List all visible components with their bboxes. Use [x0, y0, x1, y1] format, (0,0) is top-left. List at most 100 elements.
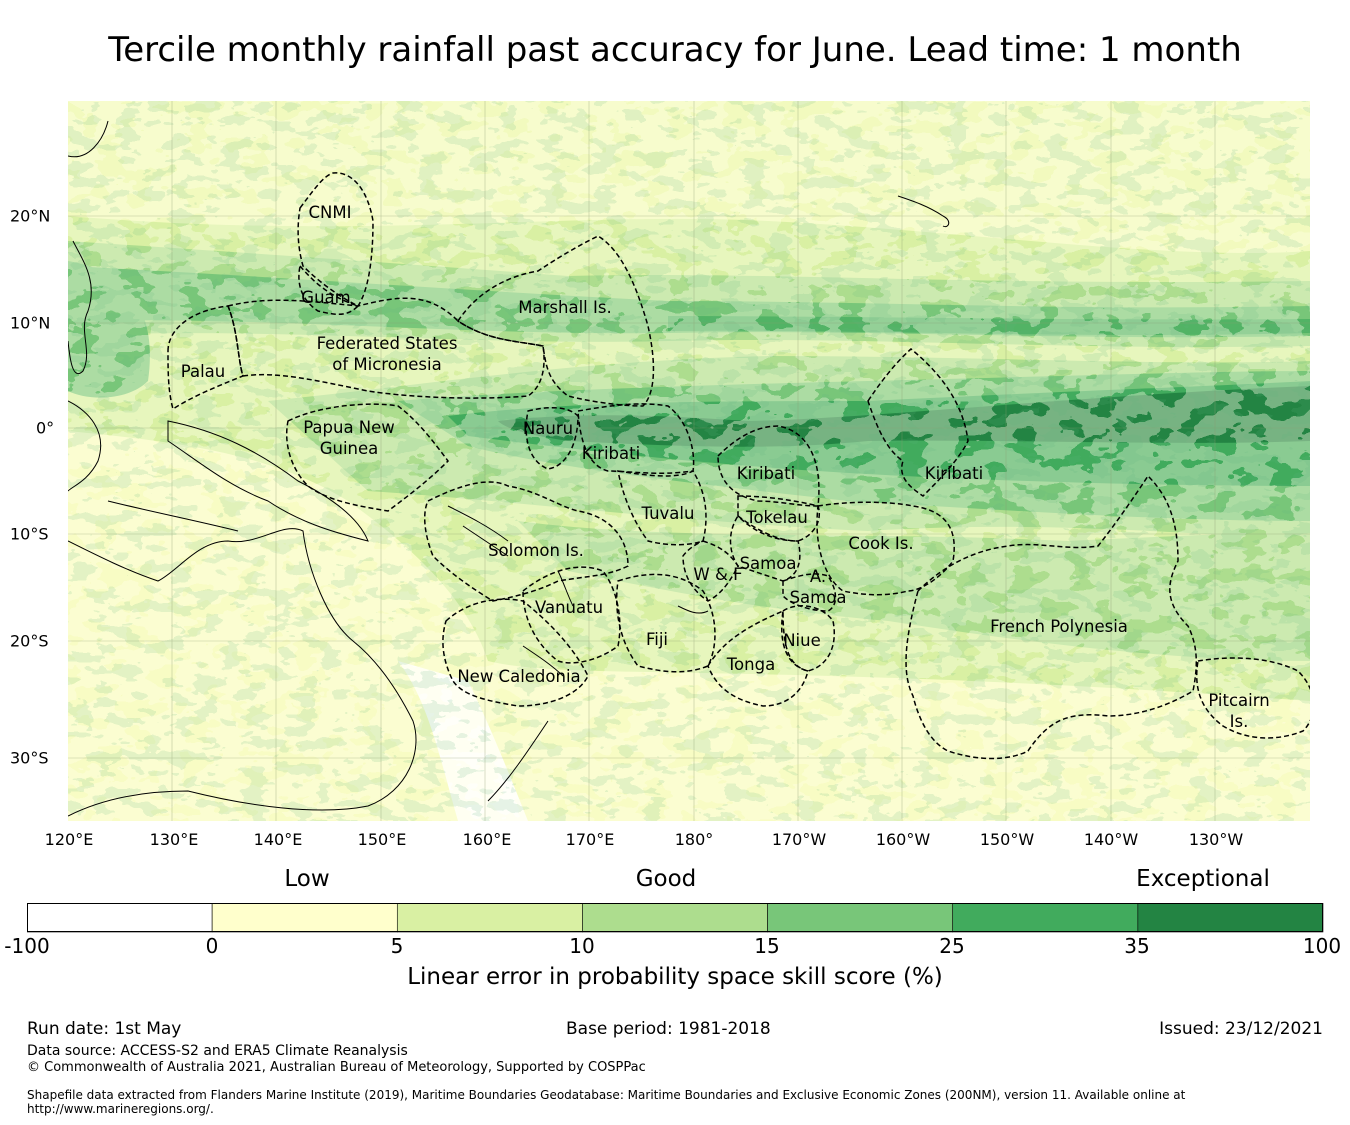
coast-borneo [68, 400, 102, 492]
lon-label: 170°E [565, 830, 615, 849]
lon-label: 150°E [357, 830, 407, 849]
island-vanuatu [557, 570, 574, 607]
colorbar-bin-25-to-35 [952, 903, 1139, 933]
label-fsm-2: of Micronesia [332, 355, 441, 374]
label-tuvalu: Tuvalu [641, 504, 695, 523]
colorbar-bin-0-to-5 [211, 903, 398, 933]
colorbar-tick: 10 [569, 934, 595, 958]
colorbar-tick: 0 [205, 934, 219, 958]
lon-label: 170°W [771, 830, 827, 849]
label-pitcairn-1: Pitcairn [1208, 691, 1269, 710]
eez-cnmi [297, 172, 374, 307]
eez-fsm [226, 297, 545, 399]
label-french-polynesia: French Polynesia [990, 617, 1128, 636]
lat-label: 10°N [10, 313, 51, 333]
colorbar-bin--100-to-0 [27, 903, 213, 933]
lon-label: 180° [674, 830, 714, 849]
skill-map: CNMI Guam Marshall Is. Federated States … [68, 101, 1310, 821]
coast-philippines [68, 240, 92, 374]
colorbar-tick: 35 [1124, 934, 1150, 958]
lon-label: 130°W [1188, 830, 1244, 849]
country-labels: CNMI Guam Marshall Is. Federated States … [181, 203, 1270, 731]
coastlines [68, 240, 549, 817]
colorbar-tick: 100 [1302, 934, 1342, 958]
lat-label: 10°S [10, 524, 49, 544]
map-title: Tercile monthly rainfall past accuracy f… [108, 30, 1242, 70]
eez-solomons [423, 481, 629, 602]
lat-label: 20°S [10, 631, 49, 651]
shapefile-note: Shapefile data extracted from Flanders M… [27, 1088, 1186, 1116]
label-solomon: Solomon Is. [488, 541, 584, 560]
run-date: Run date: 1st May [27, 1019, 182, 1039]
lon-label: 120°E [44, 830, 94, 849]
colorbar-tick: 5 [390, 934, 404, 958]
eez-tokelau [737, 495, 820, 542]
category-exceptional: Exceptional [1136, 866, 1270, 892]
colorbar-bin-15-to-25 [767, 903, 954, 933]
data-source: Data source: ACCESS-S2 and ERA5 Climate … [27, 1043, 408, 1059]
label-new-caledonia: New Caledonia [457, 667, 580, 686]
lat-label: 0° [36, 418, 55, 438]
label-samoa: Samoa [740, 554, 797, 573]
island-hawaii [897, 195, 950, 228]
label-am-samoa-2: Samoa [790, 588, 847, 607]
eez-french-polynesia [905, 474, 1198, 760]
colorbar-bin-10-to-15 [582, 903, 768, 933]
lon-label: 160°W [875, 830, 931, 849]
label-pitcairn-2: Is. [1230, 712, 1249, 731]
label-niue: Niue [783, 631, 821, 650]
label-png-1: Papua New [303, 418, 395, 437]
copyright: © Commonwealth of Australia 2021, Austra… [27, 1060, 646, 1075]
label-kiribati-gilbert: Kiribati [582, 444, 640, 463]
eez-kiribati-phoenix [717, 425, 820, 507]
island-japan-south [68, 120, 109, 158]
colorbar-label: Linear error in probability space skill … [407, 964, 943, 990]
colorbar-tick: 25 [939, 934, 965, 958]
label-cnmi: CNMI [309, 203, 352, 222]
eez-boundaries [167, 172, 1310, 760]
eez-palau [167, 305, 244, 411]
label-palau: Palau [181, 362, 225, 381]
eez-guam [298, 264, 360, 316]
coast-new-zealand [487, 720, 549, 802]
eez-png [286, 403, 449, 512]
eez-kiribati-line [867, 348, 969, 497]
coast-indonesia [107, 500, 239, 532]
label-kiribati-phoenix: Kiribati [737, 464, 795, 483]
label-guam: Guam [301, 288, 350, 307]
island-solomons [447, 505, 509, 557]
eez-vanuatu [522, 566, 621, 664]
lat-label: 30°S [10, 748, 49, 768]
eez-fiji [615, 573, 716, 673]
coast-australia [68, 528, 417, 817]
colorbar-bin-35-to-100 [1137, 903, 1324, 933]
eez-tonga [707, 609, 809, 707]
label-vanuatu: Vanuatu [535, 598, 603, 617]
colorbar-bin-5-to-10 [396, 903, 583, 933]
eez-niue [781, 605, 835, 672]
base-period: Base period: 1981-2018 [566, 1019, 771, 1039]
colorbar [27, 903, 1324, 933]
lon-label: 130°E [149, 830, 199, 849]
eez-pitcairn [1196, 657, 1310, 739]
island-new-caledonia [522, 645, 564, 677]
graticule [68, 101, 1310, 821]
colorbar-tick: 15 [754, 934, 780, 958]
lon-label: 160°E [462, 830, 512, 849]
eez-marshall [456, 235, 655, 407]
eez-nauru [525, 406, 579, 470]
lon-label: 150°W [979, 830, 1035, 849]
lat-label: 20°N [10, 206, 51, 226]
label-png-2: Guinea [320, 439, 379, 458]
label-tokelau: Tokelau [745, 508, 808, 527]
label-cook: Cook Is. [848, 534, 913, 553]
label-tonga: Tonga [726, 655, 775, 674]
issued-date: Issued: 23/12/2021 [1159, 1019, 1323, 1039]
label-nauru: Nauru [523, 419, 573, 438]
island-fiji [677, 605, 709, 614]
label-fsm-1: Federated States [317, 334, 458, 353]
label-kiribati-line: Kiribati [925, 464, 983, 483]
islands [68, 120, 950, 677]
eez-new-caledonia [442, 598, 589, 707]
label-fiji: Fiji [646, 630, 668, 649]
